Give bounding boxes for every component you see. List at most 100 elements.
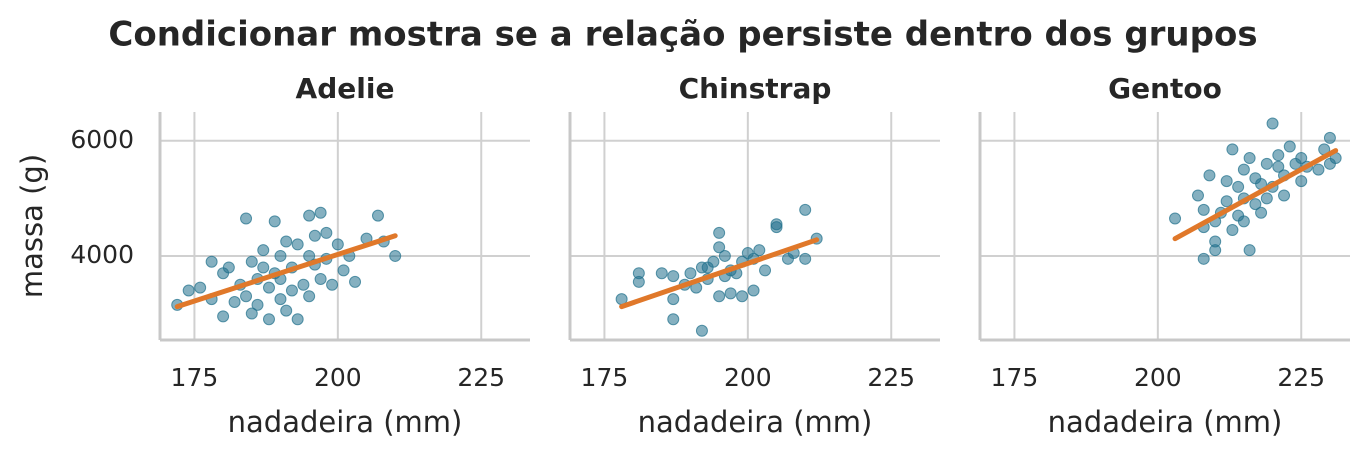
point bbox=[291, 313, 304, 326]
panel-title: Gentoo bbox=[1108, 72, 1222, 105]
point bbox=[718, 249, 731, 262]
y-tick-label: 4000 bbox=[70, 240, 134, 269]
point bbox=[251, 298, 264, 311]
x-tick-label: 225 bbox=[1277, 363, 1325, 392]
x-axis-label: nadadeira (mm) bbox=[638, 405, 873, 439]
point bbox=[667, 270, 680, 283]
point bbox=[274, 293, 287, 306]
point bbox=[389, 249, 402, 262]
panel-title: Adelie bbox=[296, 72, 395, 105]
point bbox=[240, 212, 253, 225]
point bbox=[1260, 157, 1273, 170]
point bbox=[1209, 235, 1222, 248]
x-tick-label: 200 bbox=[724, 363, 772, 392]
point bbox=[632, 275, 645, 288]
point bbox=[371, 209, 384, 222]
x-tick-label: 175 bbox=[991, 363, 1039, 392]
point bbox=[667, 293, 680, 306]
x-tick-label: 225 bbox=[867, 363, 915, 392]
point bbox=[1220, 195, 1233, 208]
x-tick-label: 225 bbox=[457, 363, 505, 392]
point bbox=[1220, 175, 1233, 188]
point bbox=[1243, 152, 1256, 165]
point bbox=[268, 215, 281, 228]
point bbox=[1295, 152, 1308, 165]
point bbox=[707, 255, 720, 268]
point bbox=[713, 290, 726, 303]
x-tick-label: 175 bbox=[171, 363, 219, 392]
panel-title: Chinstrap bbox=[679, 72, 832, 105]
point bbox=[1295, 175, 1308, 188]
point bbox=[205, 255, 218, 268]
x-axis-label: nadadeira (mm) bbox=[1048, 405, 1283, 439]
point bbox=[1237, 215, 1250, 228]
point bbox=[770, 218, 783, 231]
fit-line bbox=[174, 233, 398, 310]
point bbox=[314, 272, 327, 285]
point bbox=[291, 238, 304, 251]
point bbox=[280, 235, 293, 248]
point bbox=[308, 229, 321, 242]
point bbox=[274, 249, 287, 262]
point bbox=[1249, 198, 1262, 211]
point bbox=[1203, 169, 1216, 182]
point bbox=[667, 313, 680, 326]
point bbox=[194, 281, 207, 294]
point bbox=[1197, 203, 1210, 216]
point bbox=[217, 310, 230, 323]
point bbox=[245, 255, 258, 268]
figure-title: Condicionar mostra se a relação persiste… bbox=[108, 15, 1257, 55]
point bbox=[349, 275, 362, 288]
point bbox=[297, 278, 310, 291]
point bbox=[222, 261, 235, 274]
point bbox=[262, 281, 275, 294]
point bbox=[1226, 143, 1239, 156]
fit-line bbox=[1172, 148, 1339, 242]
point bbox=[303, 209, 316, 222]
point bbox=[1312, 163, 1325, 176]
point bbox=[228, 296, 241, 308]
x-tick-label: 200 bbox=[1134, 363, 1182, 392]
point bbox=[337, 264, 350, 277]
point bbox=[1266, 117, 1279, 130]
point bbox=[257, 261, 270, 274]
point bbox=[1260, 192, 1273, 205]
point bbox=[1283, 140, 1296, 153]
point bbox=[262, 313, 275, 326]
point bbox=[1226, 224, 1239, 237]
point bbox=[747, 284, 760, 297]
x-axis-label: nadadeira (mm) bbox=[228, 405, 463, 439]
point bbox=[799, 203, 812, 216]
point bbox=[1237, 163, 1250, 176]
point bbox=[240, 290, 253, 303]
point bbox=[799, 252, 812, 265]
point bbox=[1169, 212, 1182, 225]
point bbox=[1255, 206, 1268, 219]
y-tick-label: 6000 bbox=[70, 125, 134, 154]
point bbox=[314, 206, 327, 219]
x-tick-label: 200 bbox=[314, 363, 362, 392]
point bbox=[1232, 180, 1245, 193]
point bbox=[1272, 149, 1285, 162]
point bbox=[1323, 131, 1336, 144]
point bbox=[655, 267, 668, 280]
point bbox=[1191, 189, 1204, 202]
point bbox=[1197, 252, 1210, 265]
point bbox=[713, 226, 726, 239]
point bbox=[182, 284, 195, 297]
point bbox=[257, 244, 270, 257]
point bbox=[245, 307, 258, 320]
point bbox=[285, 284, 298, 297]
x-tick-label: 175 bbox=[581, 363, 629, 392]
fit-line bbox=[619, 237, 820, 310]
point bbox=[320, 226, 333, 239]
point bbox=[753, 244, 766, 257]
point bbox=[759, 264, 772, 277]
point bbox=[280, 304, 293, 317]
point bbox=[1243, 244, 1256, 257]
point bbox=[695, 324, 708, 337]
point bbox=[303, 290, 316, 303]
point bbox=[1272, 160, 1285, 173]
point bbox=[724, 287, 737, 300]
point bbox=[331, 238, 344, 251]
